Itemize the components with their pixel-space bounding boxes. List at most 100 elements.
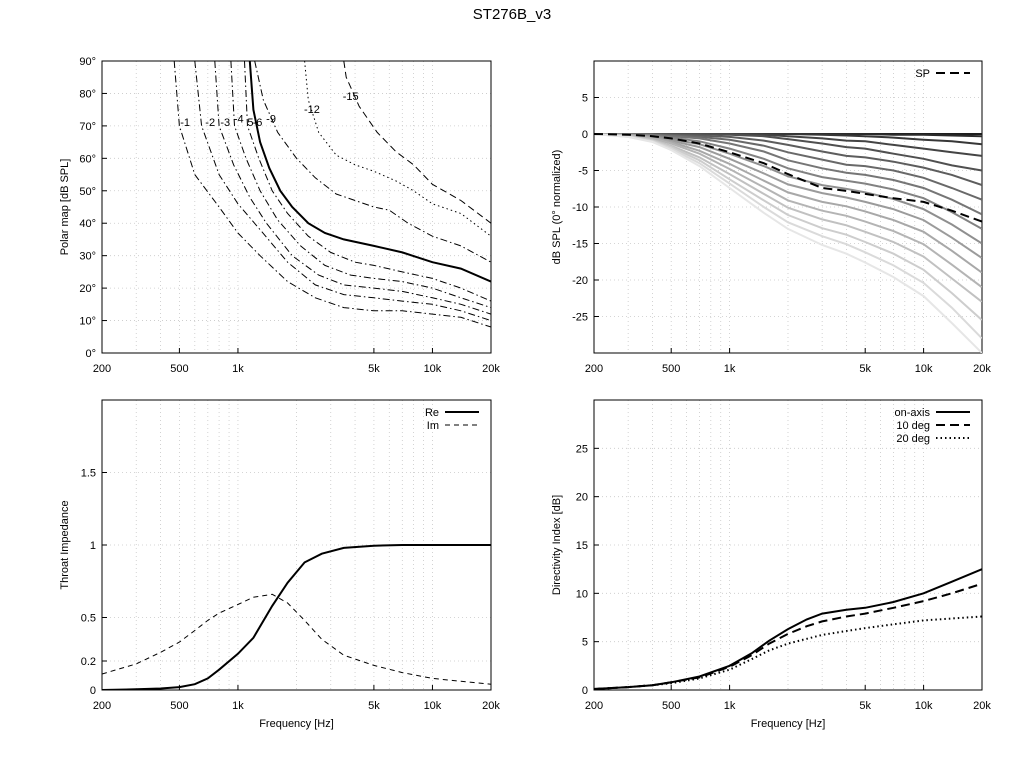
x-tick-label: 1k	[232, 700, 244, 712]
y-tick-label: 15	[576, 540, 588, 552]
contour-line	[173, 61, 491, 328]
contour-label: -4	[234, 114, 244, 126]
y-tick-label: -25	[572, 312, 588, 324]
contour-line	[230, 61, 491, 309]
y-tick-label: 60°	[79, 153, 96, 165]
x-tick-label: 1k	[232, 363, 244, 375]
y-tick-label: 10	[576, 588, 588, 600]
series-line	[102, 544, 491, 690]
page-title: ST276B_v3	[472, 6, 552, 23]
x-tick-label: 1k	[724, 700, 736, 712]
y-tick-label: 70°	[79, 121, 96, 133]
y-tick-label: 5	[582, 93, 588, 105]
y-tick-label: 0	[582, 129, 588, 141]
contour-label: -2	[205, 117, 215, 129]
legend-label: SP	[915, 68, 930, 80]
legend-label: 10 deg	[896, 420, 930, 432]
x-tick-label: 5k	[859, 363, 871, 375]
impedance-chart: 200 500 1k 5k 10k 20k 0 0.2 0.5 1 1.5 Throat Impeda…	[59, 399, 500, 730]
x-tick-label: 200	[93, 363, 111, 375]
y-tick-label: -20	[572, 275, 588, 287]
x-tick-label: 200	[585, 700, 603, 712]
x-tick-label: 1k	[724, 363, 736, 375]
legend-label: 20 deg	[896, 433, 930, 445]
series-line	[594, 582, 982, 690]
y-tick-label: 20	[576, 492, 588, 504]
x-tick-label: 500	[662, 363, 680, 375]
plot-area	[594, 568, 982, 690]
y-tick-label: 5	[582, 637, 588, 649]
contour-label: -9	[266, 114, 276, 126]
x-tick-label: 500	[662, 700, 680, 712]
contour-label: -3	[220, 117, 230, 129]
x-tick-label: 500	[170, 700, 188, 712]
x-tick-label: 20k	[973, 363, 991, 375]
y-tick-label: 0	[90, 685, 96, 697]
di-chart: 200 500 1k 5k 10k 20k 0 5 10 15 20 25 Directivity In…	[551, 399, 991, 730]
plot-frame	[101, 60, 492, 354]
contour-line	[304, 61, 491, 237]
contour-line	[244, 61, 491, 302]
off-axis-curve	[594, 133, 982, 289]
x-tick-label: 5k	[859, 700, 871, 712]
x-tick-label: 20k	[482, 700, 500, 712]
series-line	[102, 593, 491, 685]
x-tick-label: 10k	[915, 363, 933, 375]
x-tick-label: 5k	[368, 363, 380, 375]
y-tick-label: 30°	[79, 251, 96, 263]
y-axis-label: Throat Impedance	[59, 500, 71, 589]
y-tick-label: 40°	[79, 218, 96, 230]
y-tick-label: -5	[578, 166, 588, 178]
y-axis-label: Polar map [dB SPL]	[59, 159, 71, 256]
off-axis-curve	[594, 133, 982, 353]
x-tick-label: 10k	[424, 363, 442, 375]
x-axis-label: Frequency [Hz]	[259, 718, 334, 730]
plot-area	[102, 544, 491, 690]
contour-label: -12	[304, 104, 320, 116]
x-tick-label: 20k	[973, 700, 991, 712]
y-tick-label: 80°	[79, 88, 96, 100]
y-tick-label: 1.5	[81, 468, 96, 480]
y-axis-label: dB SPL (0° normalized)	[551, 150, 563, 265]
x-tick-label: 200	[585, 363, 603, 375]
plot-area	[594, 133, 982, 353]
y-axis-label: Directivity Index [dB]	[551, 495, 563, 595]
x-tick-label: 10k	[915, 700, 933, 712]
y-tick-label: 1	[90, 540, 96, 552]
x-axis-label: Frequency [Hz]	[751, 718, 826, 730]
y-tick-label: 20°	[79, 283, 96, 295]
polar-chart: 200 500 1k 5k 10k 20k 0° 10° 20° 30° 40° 50° 60° 70° 8…	[59, 56, 500, 375]
legend-label: Im	[427, 420, 439, 432]
y-tick-label: 0.5	[81, 613, 96, 625]
x-tick-label: 5k	[368, 700, 380, 712]
contour-label: -15	[343, 91, 359, 103]
off-axis-curve	[594, 133, 982, 274]
contour-line	[248, 61, 491, 283]
contour-label: -1	[180, 117, 190, 129]
y-tick-label: 10°	[79, 316, 96, 328]
contour-line	[194, 61, 491, 322]
y-tick-label: 25	[576, 443, 588, 455]
legend-label: on-axis	[895, 407, 931, 419]
x-tick-label: 10k	[424, 700, 442, 712]
contour-line	[214, 61, 491, 315]
plot-area	[173, 61, 491, 328]
y-tick-label: -10	[572, 202, 588, 214]
contour-label: 5	[247, 117, 253, 129]
spl-chart: 200 500 1k 5k 10k 20k -25 -20 -15 -10 -5 0 5 dB SPL (…	[551, 60, 991, 375]
y-tick-label: 0°	[85, 348, 96, 360]
series-line	[594, 133, 982, 223]
x-tick-label: 20k	[482, 363, 500, 375]
contour-line	[254, 61, 491, 263]
y-tick-label: -15	[572, 239, 588, 251]
off-axis-curve	[594, 133, 982, 340]
contour-line	[343, 61, 491, 224]
legend-label: Re	[425, 407, 439, 419]
y-tick-label: 0	[582, 685, 588, 697]
x-tick-label: 200	[93, 700, 111, 712]
x-tick-label: 500	[170, 363, 188, 375]
series-line	[594, 568, 982, 690]
y-tick-label: 50°	[79, 186, 96, 198]
y-tick-label: 90°	[79, 56, 96, 68]
